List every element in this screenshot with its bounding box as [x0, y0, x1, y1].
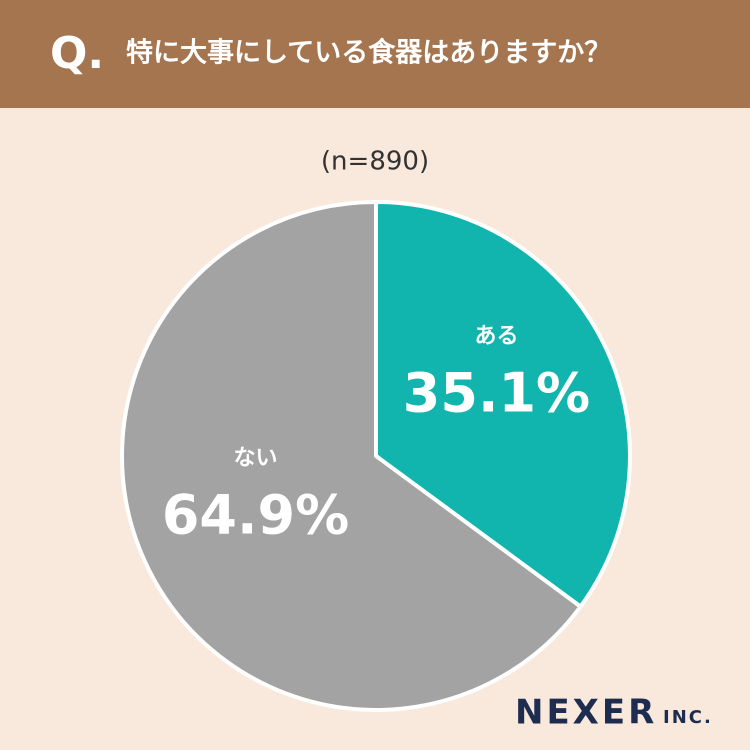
pie-slice	[120, 200, 583, 712]
pie	[120, 200, 632, 712]
chart-title: 特に大事にしている食器はありますか？	[126, 37, 611, 69]
chart-subtitle: (n=890)	[321, 147, 429, 177]
logo-suffix: INC.	[663, 707, 713, 728]
pie-labels: ある 35.1% ない 64.9%	[162, 324, 590, 546]
logo: NEXER	[515, 693, 657, 733]
value-label: 64.9%	[162, 484, 349, 547]
pie-slice	[374, 200, 632, 609]
value-label: 35.1%	[403, 362, 590, 425]
category-label: ない	[234, 446, 278, 471]
header-band	[0, 0, 750, 108]
question-mark: Q.	[50, 28, 104, 79]
category-label: ある	[474, 324, 518, 349]
